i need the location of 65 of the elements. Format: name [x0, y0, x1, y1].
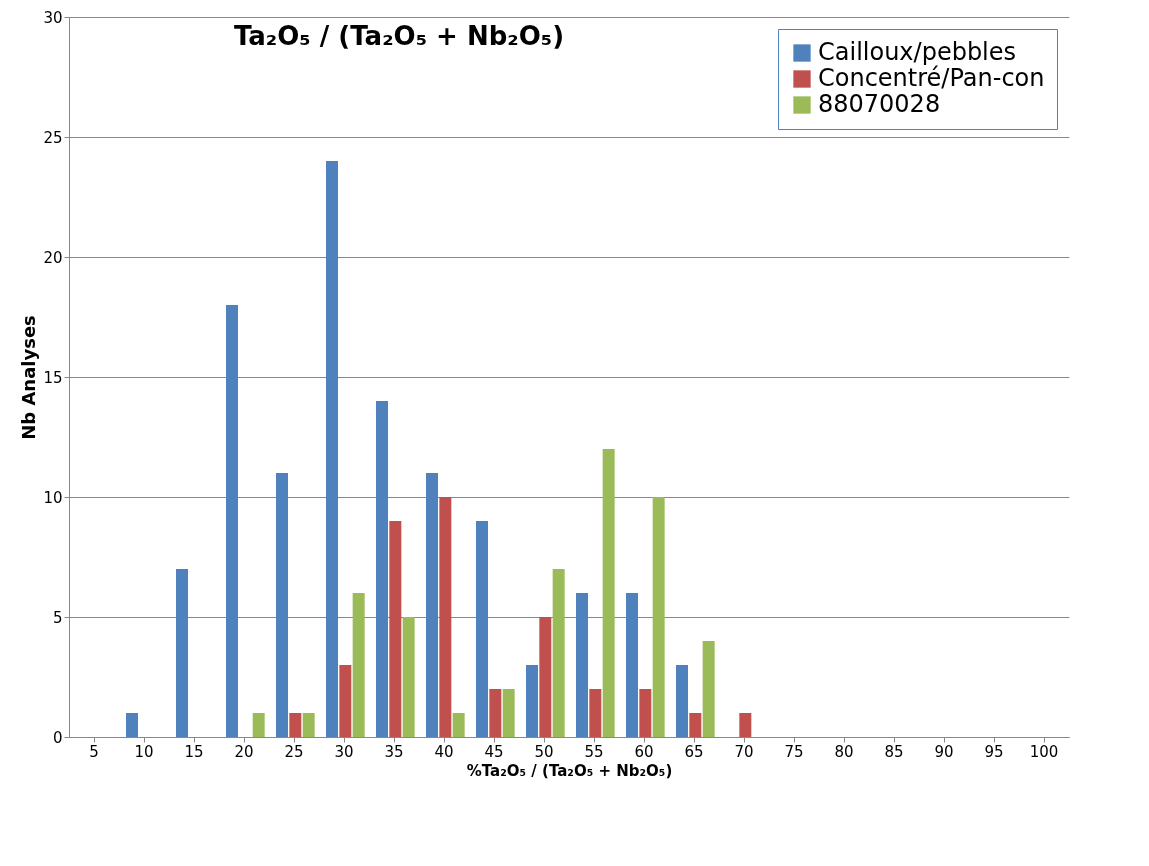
x-tick-label: 45	[484, 742, 504, 761]
chart-title: Ta₂O₅ / (Ta₂O₅ + Nb₂O₅)	[233, 21, 565, 51]
x-tick-label: 80	[834, 742, 854, 761]
bar	[402, 617, 415, 737]
bar	[589, 689, 602, 737]
x-axis-title: %Ta₂O₅ / (Ta₂O₅ + Nb₂O₅)	[466, 761, 673, 780]
x-tick-label: 90	[934, 742, 954, 761]
bar	[489, 689, 502, 737]
bar	[739, 713, 752, 737]
bar	[289, 713, 302, 737]
bar	[376, 401, 388, 737]
x-tick-label: 100	[1029, 742, 1059, 761]
bar	[526, 665, 538, 737]
bar	[702, 641, 715, 737]
bar	[452, 713, 465, 737]
bar	[176, 569, 188, 737]
bar	[426, 473, 438, 737]
x-tick-label: 35	[384, 742, 404, 761]
bar	[476, 521, 488, 737]
y-axis-title: Nb Analyses	[18, 315, 40, 440]
x-tick-label: 40	[434, 742, 454, 761]
x-tick-label: 85	[884, 742, 904, 761]
bar	[352, 593, 365, 737]
y-tick-label: 20	[43, 248, 63, 267]
bar	[552, 569, 565, 737]
bar	[689, 713, 702, 737]
bar	[389, 521, 402, 737]
x-tick-label: 95	[984, 742, 1004, 761]
x-tick-label: 5	[89, 742, 99, 761]
x-tick-label: 65	[684, 742, 704, 761]
bar	[576, 593, 588, 737]
y-tick-label: 30	[43, 8, 63, 27]
y-tick-label: 25	[43, 128, 63, 147]
x-tick-label: 30	[334, 742, 354, 761]
x-tick-label: 25	[284, 742, 304, 761]
x-tick-label: 15	[184, 742, 204, 761]
x-tick-label: 10	[134, 742, 154, 761]
bar	[676, 665, 688, 737]
legend-label: Cailloux/pebbles	[818, 38, 1017, 66]
x-tick-label: 75	[784, 742, 804, 761]
bar	[226, 305, 238, 737]
legend-label: 88070028	[818, 90, 941, 118]
y-tick-label: 5	[52, 608, 63, 627]
legend-label: Concentré/Pan-con	[818, 64, 1045, 92]
bar	[276, 473, 288, 737]
x-tick-label: 20	[234, 742, 254, 761]
bar	[502, 689, 515, 737]
bar	[626, 593, 638, 737]
bar	[602, 449, 615, 737]
bar	[639, 689, 652, 737]
bar	[652, 497, 665, 737]
x-tick-label: 50	[534, 742, 554, 761]
bar	[252, 713, 265, 737]
bar	[126, 713, 138, 737]
x-tick-label: 60	[634, 742, 654, 761]
y-tick-label: 0	[52, 728, 63, 747]
bar	[539, 617, 552, 737]
x-tick-label: 70	[734, 742, 754, 761]
y-tick-label: 15	[43, 368, 63, 387]
bar	[326, 161, 338, 737]
bar	[302, 713, 315, 737]
y-tick-label: 10	[43, 488, 63, 507]
bar	[339, 665, 352, 737]
x-tick-label: 55	[584, 742, 604, 761]
bar	[439, 497, 452, 737]
